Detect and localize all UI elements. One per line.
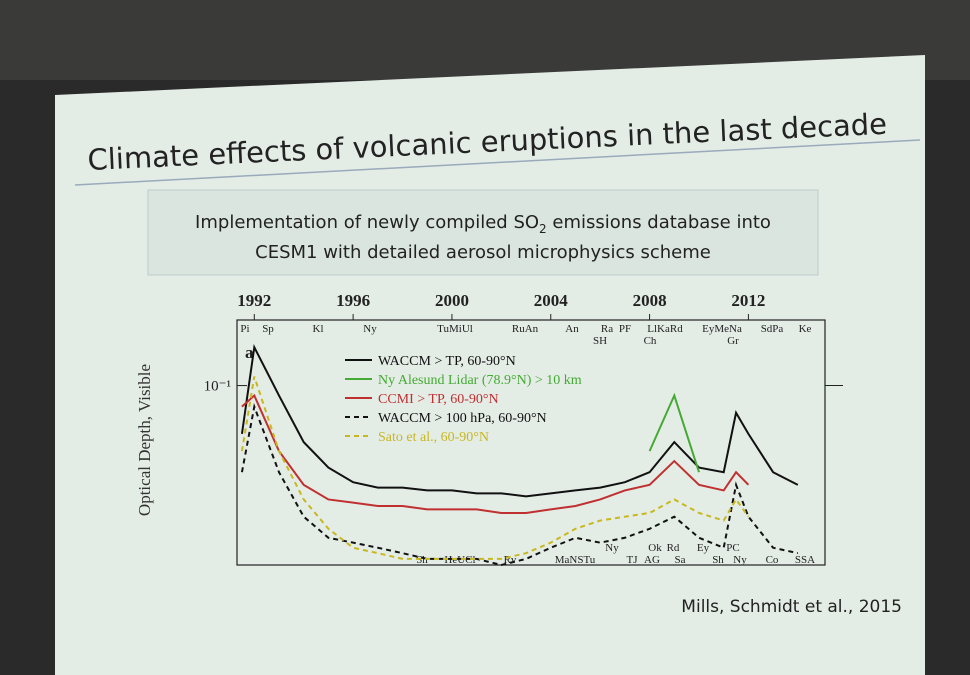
volcano-label: Ke: [799, 323, 812, 335]
volcano-label: Sp: [262, 323, 274, 335]
volcano-label: SdPa: [761, 323, 784, 335]
volcano-label: Sh: [416, 554, 428, 566]
x-tick-label: 1996: [336, 291, 370, 310]
y-axis-label: Optical Depth, Visible: [135, 364, 154, 516]
volcano-label: Ny: [733, 554, 747, 566]
volcano-label: MaNSTu: [555, 554, 596, 566]
volcano-label: Gr: [727, 335, 739, 347]
photo: Climate effects of volcanic eruptions in…: [0, 0, 970, 675]
volcano-label: Ny: [363, 323, 377, 335]
volcano-label: Rd: [667, 542, 680, 554]
x-tick-label: 2012: [731, 291, 765, 310]
volcano-label: Ey: [697, 542, 710, 554]
subtitle: Implementation of newly compiled SO2 emi…: [195, 212, 771, 236]
volcano-label: Ny: [605, 542, 619, 554]
volcano-label: AG: [644, 554, 660, 566]
legend-entry: Sato et al., 60-90°N: [378, 430, 489, 445]
volcano-label: EyMeNa: [702, 323, 742, 335]
legend-entry: WACCM > 100 hPa, 60-90°N: [378, 411, 547, 426]
subtitle-text: Implementation of newly compiled SO: [195, 212, 539, 233]
y-tick-label: 10⁻¹: [204, 379, 231, 395]
volcano-label: Ra: [601, 323, 613, 335]
x-tick-label: 2008: [633, 291, 667, 310]
subtitle-text: emissions database into: [547, 212, 771, 233]
volcano-label: Ok: [648, 542, 662, 554]
volcano-label: RuAn: [512, 323, 539, 335]
volcano-label: TuMiUl: [437, 323, 473, 335]
volcano-label: SH: [593, 335, 607, 347]
volcano-label: Ch: [644, 335, 657, 347]
volcano-label: Sh: [712, 554, 724, 566]
volcano-label: PC: [726, 542, 739, 554]
subscript: 2: [539, 222, 547, 236]
volcano-label: An: [565, 323, 579, 335]
volcano-label: Sa: [675, 554, 686, 566]
x-tick-label: 2004: [534, 291, 569, 310]
volcano-label: HeUCl: [444, 554, 475, 566]
volcano-label: TJ: [627, 554, 639, 566]
subtitle-line: CESM1 with detailed aerosol microphysics…: [255, 242, 711, 263]
x-tick-label: 1992: [237, 291, 271, 310]
legend-entry: CCMI > TP, 60-90°N: [378, 392, 499, 407]
citation: Mills, Schmidt et al., 2015: [681, 597, 902, 617]
page: Climate effects of volcanic eruptions in…: [0, 0, 970, 675]
x-tick-label: 2000: [435, 291, 469, 310]
volcano-label: SSA: [795, 554, 815, 566]
legend-entry: Ny Alesund Lidar (78.9°N) > 10 km: [378, 373, 582, 388]
volcano-label: LlKaRd: [647, 323, 683, 335]
volcano-label: Co: [766, 554, 779, 566]
legend-entry: WACCM > TP, 60-90°N: [378, 354, 516, 369]
volcano-label: Pi: [240, 323, 249, 335]
volcano-label: PF: [619, 323, 631, 335]
volcano-label: Kl: [313, 323, 324, 335]
